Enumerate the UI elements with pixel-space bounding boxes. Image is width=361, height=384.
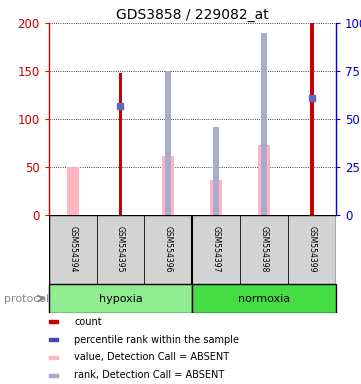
Bar	[49, 374, 58, 377]
Bar	[258, 145, 270, 215]
Bar	[261, 33, 267, 215]
Bar	[288, 215, 336, 284]
Text: hypoxia: hypoxia	[99, 293, 142, 304]
Text: GSM554399: GSM554399	[307, 226, 316, 273]
Text: GSM554397: GSM554397	[212, 226, 221, 273]
Bar	[192, 215, 240, 284]
Bar	[118, 73, 122, 215]
Text: percentile rank within the sample: percentile rank within the sample	[74, 334, 239, 344]
Text: count: count	[74, 317, 102, 327]
Text: normoxia: normoxia	[238, 293, 290, 304]
Bar	[162, 156, 174, 215]
Bar	[192, 284, 336, 313]
Bar	[165, 71, 171, 215]
Text: rank, Detection Call = ABSENT: rank, Detection Call = ABSENT	[74, 370, 224, 380]
Bar	[144, 215, 192, 284]
Bar	[49, 338, 58, 341]
Text: GSM554396: GSM554396	[164, 226, 173, 273]
Bar	[210, 180, 222, 215]
Bar	[67, 167, 79, 215]
Text: value, Detection Call = ABSENT: value, Detection Call = ABSENT	[74, 353, 229, 362]
Text: GSM554398: GSM554398	[260, 227, 269, 273]
Text: GSM554394: GSM554394	[68, 226, 77, 273]
Text: GSM554395: GSM554395	[116, 226, 125, 273]
Title: GDS3858 / 229082_at: GDS3858 / 229082_at	[116, 8, 269, 22]
Bar	[49, 215, 97, 284]
Bar	[240, 215, 288, 284]
Bar	[49, 356, 58, 359]
Bar	[49, 284, 192, 313]
Text: protocol: protocol	[4, 293, 49, 304]
Bar	[49, 320, 58, 323]
Bar	[97, 215, 144, 284]
Bar	[310, 23, 314, 215]
Bar	[213, 127, 219, 215]
